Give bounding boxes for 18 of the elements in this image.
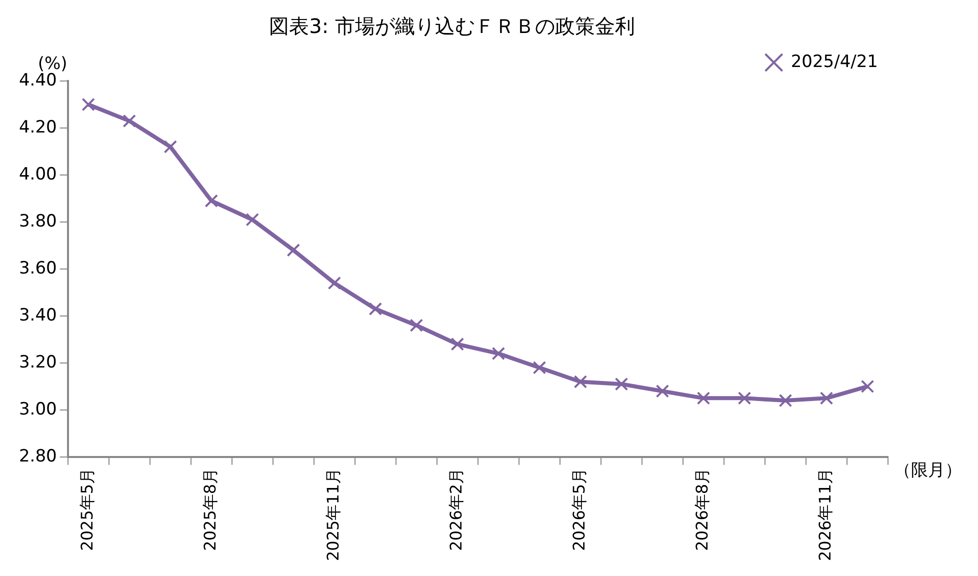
y-tick-label: 3.00: [18, 399, 57, 420]
x-tick-label: 2025年11月: [324, 468, 343, 561]
x-tick-label: 2026年2月: [446, 468, 466, 551]
x-tick-label: 2026年11月: [816, 468, 835, 561]
y-tick-label: 2.80: [18, 446, 57, 466]
x-tick-label: 2026年5月: [570, 468, 589, 551]
x-tick-label: 2025年5月: [78, 468, 97, 551]
x-axis-title: （限月）: [894, 460, 962, 480]
legend-label: 2025/4/21: [790, 52, 878, 72]
y-tick-label: 4.20: [18, 117, 57, 138]
y-tick-label: 3.60: [18, 258, 57, 278]
y-tick-label: 3.40: [18, 305, 57, 326]
x-tick-label: 2026年8月: [692, 468, 712, 551]
y-tick-label: 4.00: [18, 164, 57, 184]
x-tick-label: 2025年8月: [200, 468, 220, 551]
chart-title: 図表3: 市場が織り込むＦＲＢの政策金利: [269, 14, 635, 38]
y-tick-label: 3.80: [18, 211, 57, 232]
y-tick-label: 3.20: [18, 352, 57, 372]
